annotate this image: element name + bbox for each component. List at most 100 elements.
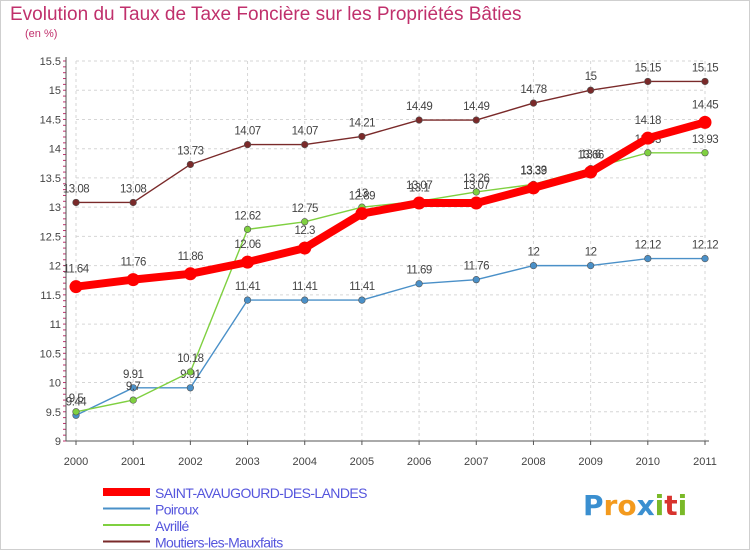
data-point bbox=[529, 262, 538, 270]
x-tick-label: 2004 bbox=[292, 456, 316, 468]
data-point bbox=[241, 255, 255, 269]
data-point bbox=[415, 280, 423, 288]
data-point bbox=[355, 207, 369, 221]
data-point bbox=[472, 188, 480, 196]
logo-letter: t bbox=[664, 489, 678, 522]
x-tick-label: 2006 bbox=[407, 456, 431, 468]
series-line-1 bbox=[75, 257, 706, 416]
y-tick-label: 10.5 bbox=[40, 348, 61, 360]
data-label: 9.91 bbox=[123, 369, 143, 381]
data-point bbox=[301, 296, 309, 304]
legend-label: Avrillé bbox=[155, 518, 189, 534]
data-label: 9.44 bbox=[66, 396, 87, 408]
data-label: 14.49 bbox=[406, 101, 432, 113]
data-point bbox=[69, 280, 83, 294]
x-tick-label: 2010 bbox=[636, 456, 660, 468]
data-point bbox=[243, 225, 252, 233]
data-label: 13.93 bbox=[692, 134, 718, 146]
y-tick-label: 10 bbox=[49, 378, 61, 390]
y-tick-label: 12 bbox=[49, 261, 61, 273]
data-label: 15 bbox=[585, 71, 597, 83]
data-label: 15.15 bbox=[635, 62, 661, 74]
data-point bbox=[358, 132, 366, 141]
data-label: 13.39 bbox=[520, 165, 546, 177]
data-point bbox=[129, 198, 137, 207]
data-point bbox=[701, 149, 709, 157]
chart-title: Evolution du Taux de Taxe Foncière sur l… bbox=[10, 4, 522, 25]
x-tick-label: 2001 bbox=[121, 456, 145, 468]
data-label: 14.07 bbox=[292, 126, 318, 138]
x-tick-label: 2009 bbox=[578, 456, 602, 468]
data-label: 14.49 bbox=[463, 101, 489, 113]
data-label: 15.15 bbox=[692, 62, 718, 74]
data-label: 11.86 bbox=[178, 251, 204, 263]
data-label: 12.75 bbox=[292, 203, 318, 215]
y-tick-label: 11.5 bbox=[40, 290, 61, 302]
data-point bbox=[186, 384, 194, 392]
y-tick-label: 13 bbox=[49, 202, 61, 214]
data-point bbox=[183, 267, 197, 281]
logo-letter: o bbox=[617, 489, 637, 522]
data-label: 13.6 bbox=[580, 149, 600, 161]
data-point bbox=[415, 116, 423, 124]
data-label: 11.41 bbox=[235, 281, 261, 293]
data-label: 13.08 bbox=[120, 183, 146, 195]
data-label: 12 bbox=[585, 247, 597, 259]
data-point bbox=[358, 296, 366, 304]
x-tick-label: 2005 bbox=[350, 456, 374, 468]
data-label: 14.07 bbox=[234, 126, 260, 138]
data-point bbox=[698, 115, 712, 129]
logo-letter: x bbox=[636, 489, 655, 522]
data-label: 11.76 bbox=[120, 257, 146, 269]
data-label: 13.33 bbox=[520, 165, 546, 177]
y-tick-label: 14 bbox=[49, 144, 61, 156]
data-label: 13.66 bbox=[577, 150, 603, 162]
data-label: 13.07 bbox=[463, 180, 489, 192]
data-label: 12.06 bbox=[234, 239, 260, 251]
data-point bbox=[301, 141, 309, 149]
data-point bbox=[129, 384, 137, 392]
data-label: 13.1 bbox=[409, 182, 429, 194]
data-point bbox=[301, 218, 309, 226]
data-label: 13.07 bbox=[406, 180, 432, 192]
data-label: 13.08 bbox=[63, 183, 89, 195]
data-label: 11.64 bbox=[63, 264, 90, 276]
data-point bbox=[126, 273, 140, 287]
x-tick-label: 2002 bbox=[178, 456, 202, 468]
data-label: 13.73 bbox=[177, 145, 203, 157]
data-point bbox=[526, 181, 540, 195]
data-label: 12.12 bbox=[635, 240, 661, 252]
data-label: 9.7 bbox=[126, 381, 141, 393]
y-tick-label: 9.5 bbox=[46, 407, 61, 419]
data-label: 12.62 bbox=[234, 210, 260, 222]
data-point bbox=[243, 141, 252, 149]
data-label: 13.26 bbox=[463, 173, 489, 185]
data-point bbox=[472, 116, 480, 124]
y-tick-label: 9 bbox=[55, 436, 61, 448]
data-label: 11.76 bbox=[464, 261, 490, 273]
data-point bbox=[186, 368, 194, 376]
y-tick-label: 15 bbox=[49, 85, 61, 97]
legend-label: Poiroux bbox=[155, 502, 199, 518]
data-label: 11.41 bbox=[349, 281, 375, 293]
x-tick-label: 2003 bbox=[235, 456, 259, 468]
data-point bbox=[644, 77, 652, 86]
legend-label: Moutiers-les-Mauxfaits bbox=[155, 535, 283, 550]
data-label: 13 bbox=[356, 188, 368, 200]
data-label: 14.78 bbox=[520, 84, 546, 96]
chart-subtitle: (en %) bbox=[25, 28, 58, 40]
logo-letter: i bbox=[654, 489, 665, 522]
data-label: 10.18 bbox=[177, 353, 203, 365]
logo-letter: r bbox=[603, 489, 618, 522]
x-tick-label: 2008 bbox=[521, 456, 545, 468]
logo-letter: P bbox=[583, 489, 604, 522]
y-tick-label: 12.5 bbox=[40, 231, 61, 243]
data-label: 12.3 bbox=[295, 225, 315, 237]
data-label: 12.12 bbox=[692, 240, 718, 252]
x-tick-label: 2007 bbox=[464, 456, 488, 468]
data-point bbox=[469, 196, 483, 210]
data-point bbox=[644, 149, 652, 157]
legend-label: SAINT-AVAUGOURD-DES-LANDES bbox=[155, 485, 367, 501]
